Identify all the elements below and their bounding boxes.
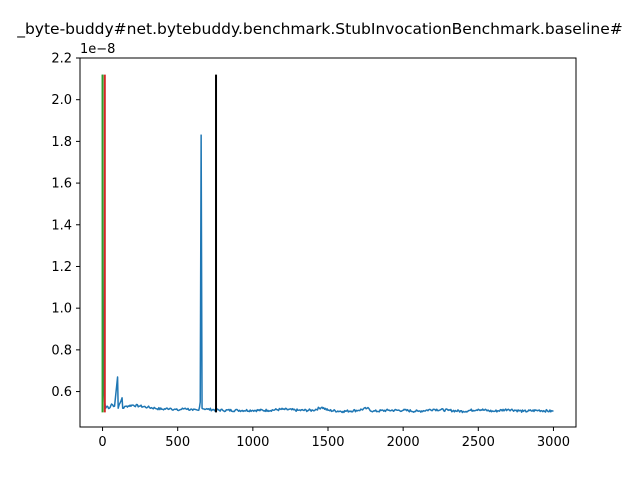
plot-frame [79, 57, 577, 428]
y-axis: 0.6 0.8 1.0 1.2 1.4 1.6 1.8 2.0 2.2 [51, 52, 80, 400]
y-offset-label: 1e−8 [80, 42, 115, 57]
y-tick-label: 2.2 [51, 52, 72, 67]
x-tick-label: 1500 [311, 435, 344, 450]
y-tick-label: 1.6 [51, 177, 72, 192]
chart-marks [101, 74, 554, 414]
chart-title: _byte-buddy#net.bytebuddy.benchmark.Stub… [16, 20, 623, 39]
y-tick-label: 0.6 [51, 385, 72, 400]
x-tick-label: 500 [165, 435, 190, 450]
y-tick-label: 2.0 [51, 93, 72, 108]
x-tick-label: 0 [98, 435, 106, 450]
y-tick-label: 0.8 [51, 343, 72, 358]
y-tick-label: 1.0 [51, 302, 72, 317]
x-tick-label: 2000 [387, 435, 420, 450]
y-tick-label: 1.8 [51, 135, 72, 150]
series-line-0 [101, 74, 554, 414]
x-tick-label: 1000 [236, 435, 269, 450]
x-axis: 0 500 1000 1500 2000 2500 3000 [98, 427, 570, 450]
y-tick-label: 1.4 [51, 218, 72, 233]
y-tick-label: 1.2 [51, 260, 72, 275]
x-tick-label: 2500 [462, 435, 495, 450]
x-tick-label: 3000 [537, 435, 570, 450]
